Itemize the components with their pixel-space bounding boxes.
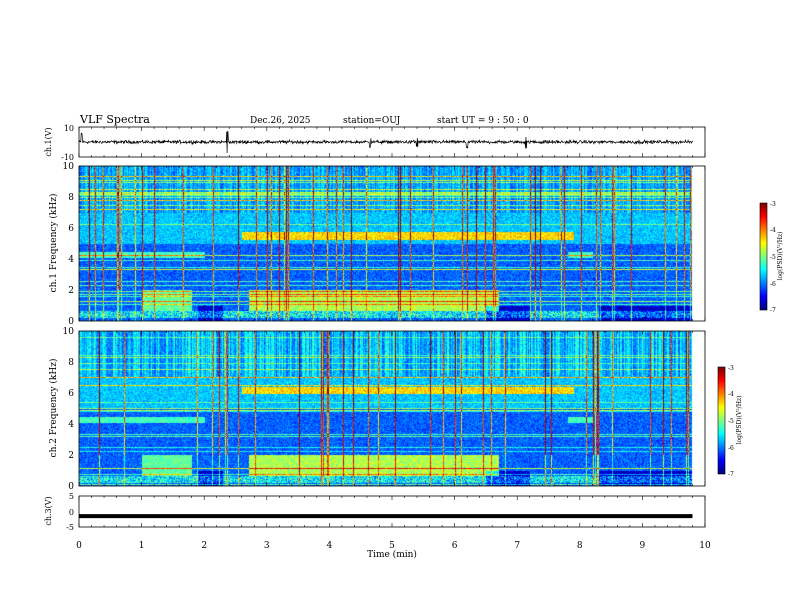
ch2-spectrogram-ticks (78, 331, 706, 486)
time-tick-label: 8 (577, 541, 583, 551)
ch1-waveform-ylabel: ch.1(V) (44, 127, 53, 156)
time-tick-label: 5 (389, 541, 395, 551)
ch2-ytick-10: 10 (63, 327, 75, 337)
ch1-spectrogram-panel: ch.1 Frequency (kHz) 0 2 4 6 8 10 -3 -4 … (48, 162, 784, 327)
ch2-colorbar-label: log(PSD)(V²/Hz) (736, 396, 743, 445)
ch1-ytick-8: 8 (68, 193, 74, 203)
ch2-colorbar-frame (717, 366, 726, 475)
ch1-ytick-bottom: -10 (61, 153, 74, 162)
ch3-waveform-ticks (78, 496, 706, 527)
ch1-cbar-tick-m3: -3 (770, 201, 776, 208)
ch2-cbar-tick-m4: -4 (728, 391, 734, 398)
ch1-waveform-panel: 10 -10 ch.1(V) (44, 124, 706, 162)
ch3-waveform-ylabel: ch.3(V) (44, 496, 53, 525)
time-tick-label: 1 (139, 541, 145, 551)
time-tick-label: 3 (264, 541, 270, 551)
time-tick-label: 7 (514, 541, 520, 551)
start-time-label: start UT = 9 : 50 : 0 (437, 116, 529, 126)
ch3-waveform-panel: 5 0 -5 ch.3(V) (44, 492, 706, 532)
time-tick-label: 9 (640, 541, 646, 551)
ch2-spectrogram-panel: ch.2 Frequency (kHz) 0 2 4 6 8 10 -3 -4 … (48, 327, 743, 492)
time-tick-label: 2 (201, 541, 207, 551)
ch3-ytick-mid: 0 (69, 508, 74, 517)
ch2-ytick-2: 2 (68, 451, 74, 461)
ch1-ytick-4: 4 (68, 255, 74, 265)
ch2-cbar-tick-m5: -5 (728, 418, 734, 425)
ch1-cbar-tick-m7: -7 (770, 307, 776, 314)
ch2-ytick-0: 0 (68, 482, 74, 492)
ch1-cbar-tick-m5: -5 (770, 254, 776, 261)
ch2-spectrogram-ylabel: ch.2 Frequency (kHz) (48, 359, 59, 458)
ch1-colorbar-label: log(PSD)(V²/Hz) (777, 232, 784, 281)
ch2-cbar-tick-m3: -3 (728, 365, 734, 372)
ch3-ytick-top: 5 (69, 492, 74, 501)
time-tick-label: 0 (76, 541, 82, 551)
ch1-spectrogram-ylabel: ch.1 Frequency (kHz) (48, 194, 59, 293)
time-tick-label: 4 (327, 541, 333, 551)
time-tick-label: 10 (699, 541, 711, 551)
ch1-waveform-ticks (78, 127, 706, 157)
ch1-cbar-tick-m4: -4 (770, 227, 776, 234)
ch1-cbar-tick-m6: -6 (770, 281, 776, 288)
date-label: Dec.26, 2025 (250, 116, 311, 126)
ch1-waveform-line (78, 131, 693, 154)
ch3-ytick-bottom: -5 (66, 523, 74, 532)
ch1-ytick-6: 6 (68, 224, 74, 234)
ch1-ytick-top: 10 (64, 124, 74, 133)
time-axis-label: Time (min) (367, 549, 417, 560)
ch2-ytick-6: 6 (68, 389, 74, 399)
ch1-ytick-10: 10 (63, 162, 75, 172)
ch2-colorbar (718, 367, 725, 474)
figure-title: VLF Spectra (79, 113, 150, 126)
ch3-waveform-frame (78, 495, 706, 528)
ch1-ytick-0: 0 (68, 317, 74, 327)
ch1-ytick-2: 2 (68, 286, 74, 296)
ch1-colorbar-frame (759, 202, 768, 311)
ch2-spectrogram-image (79, 331, 705, 486)
ch2-ytick-8: 8 (68, 358, 74, 368)
ch1-spectrogram-image (79, 166, 705, 321)
ch2-cbar-tick-m6: -6 (728, 445, 734, 452)
ch2-ytick-4: 4 (68, 420, 74, 430)
ch2-cbar-tick-m7: -7 (728, 471, 734, 478)
time-tick-label: 6 (452, 541, 458, 551)
time-axis-tick-labels: 0 1 2 3 4 5 6 7 8 9 10 (76, 541, 711, 551)
station-label: station=OUJ (343, 116, 401, 126)
ch1-spectrogram-ticks (78, 166, 706, 321)
ch1-colorbar (760, 203, 767, 310)
